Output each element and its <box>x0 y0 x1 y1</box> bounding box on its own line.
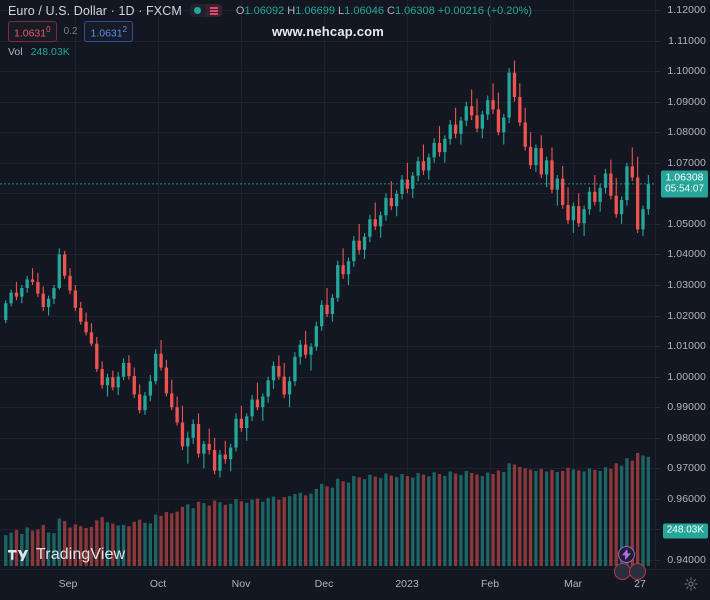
time-axis-label: 27 <box>634 578 646 590</box>
legend-toggle-group[interactable] <box>189 4 222 17</box>
price-axis-label: 1.07000 <box>667 156 706 169</box>
indicator-pill-lower[interactable]: 1.06310 <box>8 20 57 43</box>
price-axis-label: 1.00000 <box>667 370 706 383</box>
ohlc-high-value: 1.06699 <box>295 4 335 17</box>
time-axis-label: Dec <box>314 578 334 590</box>
price-axis-label: 1.05000 <box>667 217 706 230</box>
ohlc-change: +0.00216 <box>437 4 484 17</box>
current-price-tag[interactable]: 1.06308 05:54:07 <box>661 170 708 198</box>
ohlc-close-key: C <box>387 4 395 17</box>
price-axis-label: 1.11000 <box>668 34 706 47</box>
current-price-value: 1.06308 <box>665 171 704 184</box>
ohlc-readout: O1.06092 H1.06699 L1.06046 C1.06308 +0.0… <box>236 5 532 17</box>
price-axis-label: 1.01000 <box>667 340 706 353</box>
candlestick-series <box>0 60 656 566</box>
time-axis-label: Mar <box>563 578 583 590</box>
price-axis-label: 0.96000 <box>667 492 706 505</box>
time-axis-label: Oct <box>149 578 167 590</box>
ohlc-open-key: O <box>235 4 245 17</box>
chart-legend: Euro / U.S. Dollar · 1D · FXCM O1.06092 … <box>8 3 532 58</box>
volume-value: 248.03K <box>30 46 70 58</box>
chart-plot-area[interactable] <box>0 0 656 570</box>
equalizer-icon[interactable] <box>205 4 222 17</box>
price-axis-label: 1.02000 <box>667 309 706 322</box>
economic-event-bolt-icon[interactable] <box>618 546 635 563</box>
indicator-pill-upper[interactable]: 1.06312 <box>84 20 134 43</box>
ohlc-open-value: 1.06092 <box>244 4 285 17</box>
price-axis-label: 1.12000 <box>667 4 706 16</box>
time-axis-label: 2023 <box>395 578 419 590</box>
price-axis-label: 0.97000 <box>667 462 706 475</box>
gear-icon[interactable] <box>684 577 698 591</box>
indicator-middle-value: 0.2 <box>63 26 78 37</box>
price-axis-label: 0.99000 <box>667 401 706 414</box>
time-axis-label: Nov <box>231 578 251 590</box>
tradingview-logo-text: TradingView <box>36 546 126 563</box>
price-axis[interactable]: 1.12000 1.11000 1.10000 1.09000 1.08000 1.070… <box>655 0 710 570</box>
time-axis-label: Feb <box>480 578 500 590</box>
eye-dot-icon[interactable] <box>189 4 206 17</box>
price-axis-label: 1.08000 <box>667 126 706 139</box>
us-flag-event-icon-2[interactable] <box>629 563 646 580</box>
price-axis-label: 0.98000 <box>667 431 706 444</box>
ohlc-change-percent: (+0.20%) <box>487 4 532 17</box>
indicator-values-row: 1.06310 0.2 1.06312 <box>8 20 532 43</box>
price-axis-label: 1.09000 <box>667 95 706 108</box>
tradingview-logo-icon <box>8 549 29 561</box>
price-axis-label: 1.03000 <box>667 279 706 291</box>
volume-label[interactable]: Vol <box>8 46 23 58</box>
site-watermark: www.nehcap.com <box>271 24 385 39</box>
symbol-title[interactable]: Euro / U.S. Dollar · 1D · FXCM <box>8 3 182 18</box>
ohlc-high-key: H <box>287 4 296 17</box>
tradingview-logo[interactable]: TradingView <box>8 546 125 564</box>
ohlc-low-key: L <box>338 4 345 17</box>
volume-price-tag[interactable]: 248.03K <box>662 523 708 539</box>
ohlc-low-value: 1.06046 <box>344 4 384 17</box>
time-axis-label: Sep <box>58 578 78 590</box>
legend-title-row: Euro / U.S. Dollar · 1D · FXCM O1.06092 … <box>8 3 532 18</box>
price-axis-label: 1.10000 <box>667 65 706 78</box>
price-axis-label: 1.04000 <box>667 248 706 261</box>
ohlc-close-value: 1.06308 <box>394 4 435 17</box>
time-axis[interactable]: Sep Oct Nov Dec 2023 Feb Mar 27 <box>0 569 710 600</box>
current-price-time: 05:54:07 <box>665 183 704 195</box>
volume-legend-row: Vol 248.03K <box>8 46 532 58</box>
price-axis-label: 0.94000 <box>667 554 706 566</box>
